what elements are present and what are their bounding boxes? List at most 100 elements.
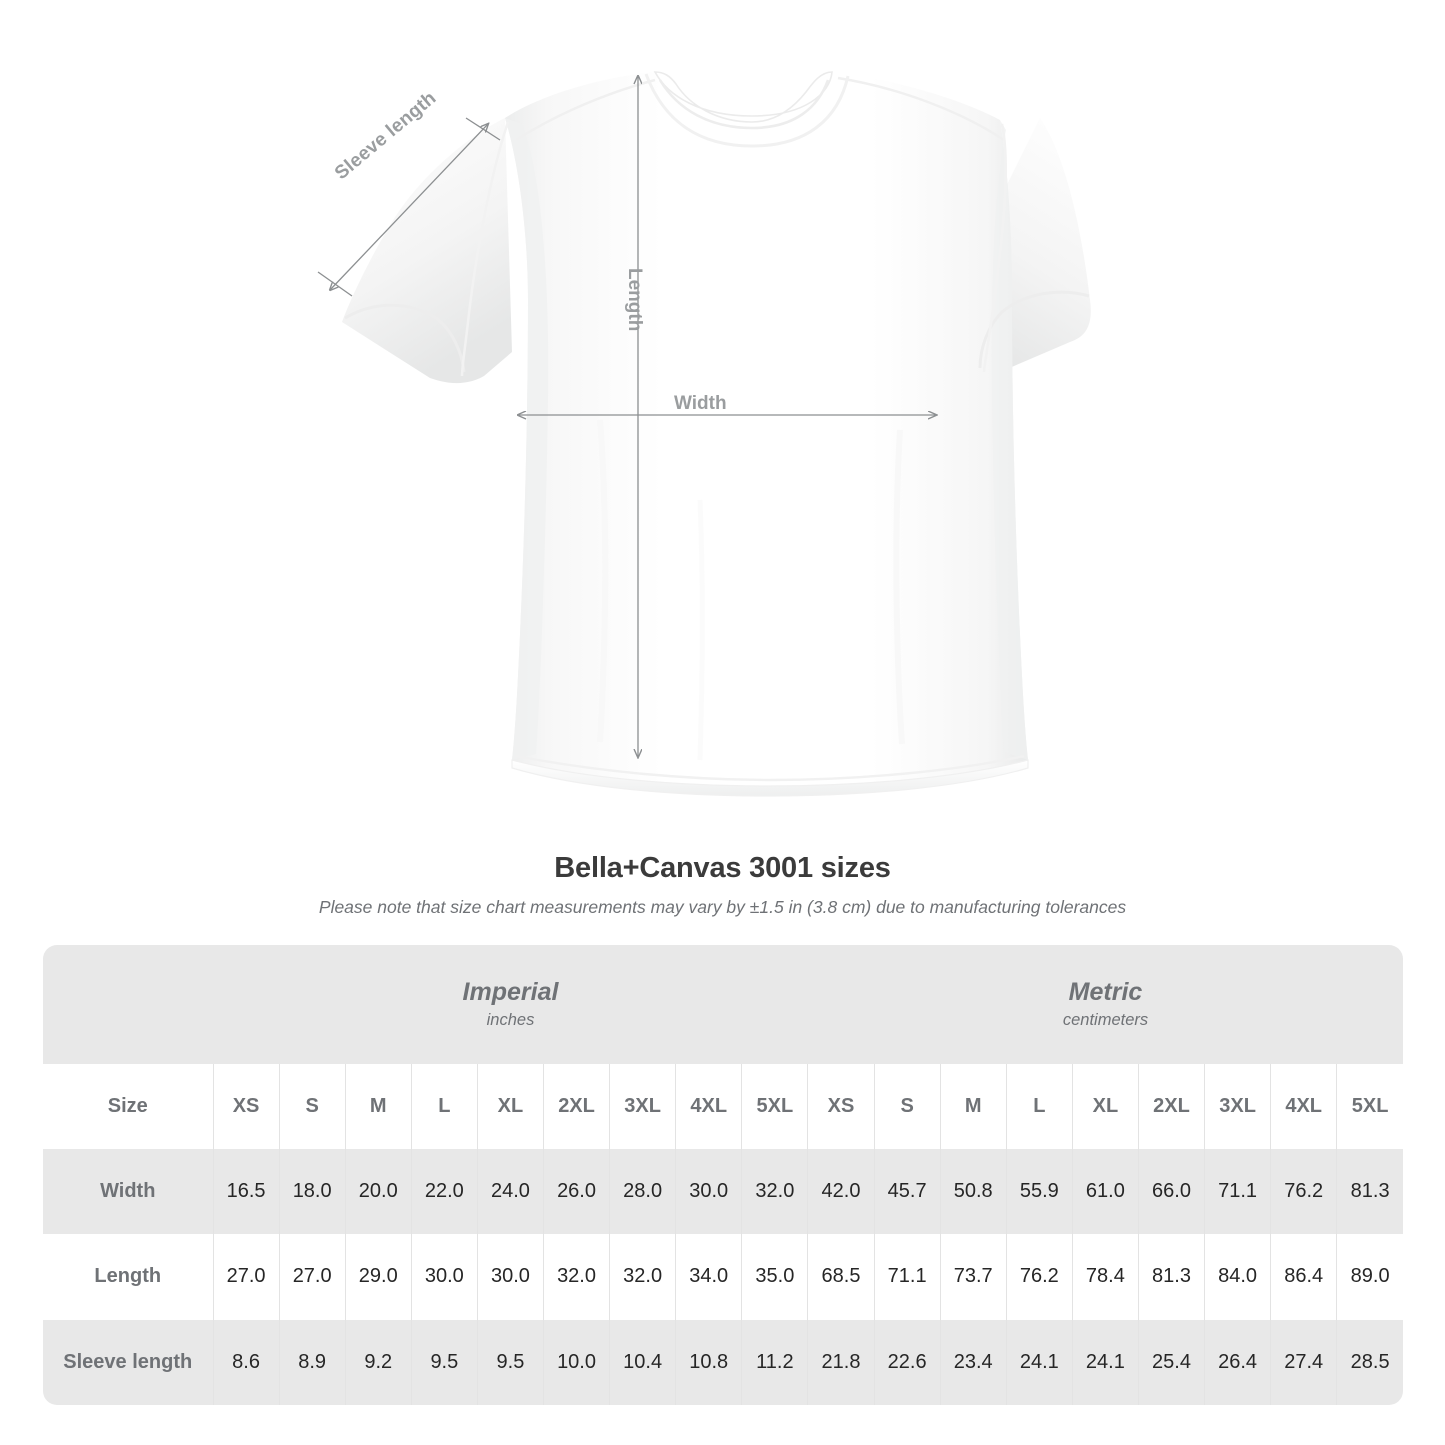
measurement-cell: 16.5 (212, 1148, 280, 1235)
measurement-cell: 8.6 (212, 1319, 280, 1405)
row-label: Length (43, 1234, 214, 1320)
measurement-cell: 66.0 (1137, 1148, 1205, 1235)
size-header-cell: L (410, 1063, 478, 1149)
row-label: Sleeve length (43, 1319, 214, 1405)
unit-group-sub: centimeters (1062, 1011, 1149, 1030)
unit-row-spacer (43, 945, 214, 1064)
unit-group-name: Imperial (462, 977, 559, 1006)
measurement-cell: 78.4 (1071, 1234, 1139, 1320)
measurement-cell: 71.1 (1204, 1148, 1271, 1235)
body-left-shade (505, 118, 549, 760)
size-header-cell: 4XL (1270, 1063, 1337, 1149)
fold-2 (893, 429, 905, 745)
measurement-cell: 9.5 (476, 1319, 544, 1405)
measurement-cell: 81.3 (1137, 1234, 1205, 1320)
unit-group-sub: inches (486, 1011, 535, 1030)
size-header-cell: 3XL (609, 1063, 676, 1149)
size-header-cell: 2XL (1137, 1063, 1205, 1149)
measurement-cell: 24.1 (1005, 1319, 1073, 1405)
tshirt-diagram: Sleeve length Length Width (317, 71, 1091, 797)
size-header-cell: 5XL (741, 1063, 808, 1149)
measurement-cell: 28.5 (1336, 1319, 1403, 1405)
size-header-cell: 3XL (1204, 1063, 1271, 1149)
fold-1 (597, 419, 609, 743)
sizes-table: Imperial inches Metric centimeters Size … (43, 945, 1403, 1405)
measurement-cell: 76.2 (1270, 1148, 1337, 1235)
measurement-cell: 76.2 (1005, 1234, 1073, 1320)
measurement-cell: 55.9 (1005, 1148, 1073, 1235)
left-cuff (344, 303, 466, 373)
right-cuff (978, 290, 1090, 369)
measurement-cell: 22.0 (410, 1148, 478, 1235)
size-header-cell: M (939, 1063, 1007, 1149)
collar-outer (653, 71, 833, 123)
unit-group-imperial: Imperial inches (213, 945, 808, 1064)
measurement-cell: 21.8 (807, 1319, 875, 1405)
size-header-cell: M (344, 1063, 412, 1149)
measurement-cell: 26.0 (542, 1148, 610, 1235)
size-header-cell: XL (476, 1063, 544, 1149)
measurement-cell: 71.1 (873, 1234, 941, 1320)
measurement-cell: 8.9 (278, 1319, 346, 1405)
measurement-cell: 10.0 (542, 1319, 610, 1405)
size-header-cell: 5XL (1336, 1063, 1403, 1149)
measurement-cell: 24.1 (1071, 1319, 1139, 1405)
measurement-cell: 35.0 (741, 1234, 808, 1320)
collar-ribbing (658, 79, 830, 130)
table-row: Width 16.5 18.0 20.0 22.0 24.0 26.0 28.0 30.0 32.… (43, 1148, 1403, 1235)
table-row: Length 27.0 27.0 29.0 30.0 30.0 32.0 32.0 34.0 35… (43, 1234, 1403, 1320)
unit-header-row: Imperial inches Metric centimeters (43, 945, 1403, 1064)
page-title: Bella+Canvas 3001 sizes (554, 852, 891, 884)
size-header-cell: S (278, 1063, 346, 1149)
right-armhole-seam (982, 123, 1008, 373)
measurement-cell: 23.4 (939, 1319, 1007, 1405)
width-label: Width (674, 393, 727, 414)
measurement-cell: 9.2 (344, 1319, 412, 1405)
measurement-cell: 9.5 (410, 1319, 478, 1405)
measurement-cell: 11.2 (741, 1319, 808, 1405)
measurement-cell: 73.7 (939, 1234, 1007, 1320)
size-header-cell: XS (807, 1063, 875, 1149)
row-label: Width (43, 1148, 214, 1235)
size-header-cell: XL (1071, 1063, 1139, 1149)
measurement-cell: 29.0 (344, 1234, 412, 1320)
shirt-shape (342, 71, 1091, 797)
measurement-cell: 18.0 (278, 1148, 346, 1235)
measurement-cell: 30.0 (410, 1234, 478, 1320)
right-shoulder-seam (837, 76, 1005, 142)
measurement-cell: 22.6 (873, 1319, 941, 1405)
measurement-cell: 34.0 (675, 1234, 742, 1320)
measurement-cell: 50.8 (939, 1148, 1007, 1235)
length-label: Length (624, 268, 645, 332)
measurement-arrows (317, 76, 936, 757)
measurement-cell: 24.0 (476, 1148, 544, 1235)
measurement-cell: 28.0 (609, 1148, 676, 1235)
measurement-cell: 32.0 (542, 1234, 610, 1320)
size-header-cell: L (1005, 1063, 1073, 1149)
size-chart-table: Imperial inches Metric centimeters Size … (43, 945, 1403, 1405)
measurement-cell: 84.0 (1204, 1234, 1271, 1320)
fold-3 (697, 499, 705, 761)
tolerance-note: Please note that size chart measurements… (318, 897, 1127, 917)
sleeve-length-arrow (330, 124, 488, 290)
measurement-cell: 42.0 (807, 1148, 875, 1235)
measurement-cell: 27.0 (278, 1234, 346, 1320)
measurement-cell: 32.0 (609, 1234, 676, 1320)
hem-seam (515, 754, 1025, 782)
tshirt-illustration (317, 71, 1091, 797)
measurement-cell: 27.0 (212, 1234, 280, 1320)
unit-group-metric: Metric centimeters (807, 945, 1403, 1064)
bottom-hem (511, 759, 1029, 797)
measurement-cell: 81.3 (1336, 1148, 1403, 1235)
measurement-cell: 68.5 (807, 1234, 875, 1320)
unit-group-name: Metric (1068, 977, 1143, 1006)
shirt-body (505, 72, 1028, 786)
measurement-cell: 86.4 (1270, 1234, 1337, 1320)
size-header-label: Size (43, 1063, 214, 1149)
size-header-cell: 2XL (542, 1063, 610, 1149)
table-row: Sleeve length 8.6 8.9 9.2 9.5 9.5 10.0 10.4 10.8… (43, 1319, 1403, 1405)
size-header-cell: S (873, 1063, 941, 1149)
size-header-row: Size XS S M L XL 2XL 3XL 4XL 5XL XS S M L XL 2XL 3XL 4XL… (43, 1063, 1403, 1149)
neckline-seam (644, 73, 850, 148)
measurement-cell: 30.0 (476, 1234, 544, 1320)
